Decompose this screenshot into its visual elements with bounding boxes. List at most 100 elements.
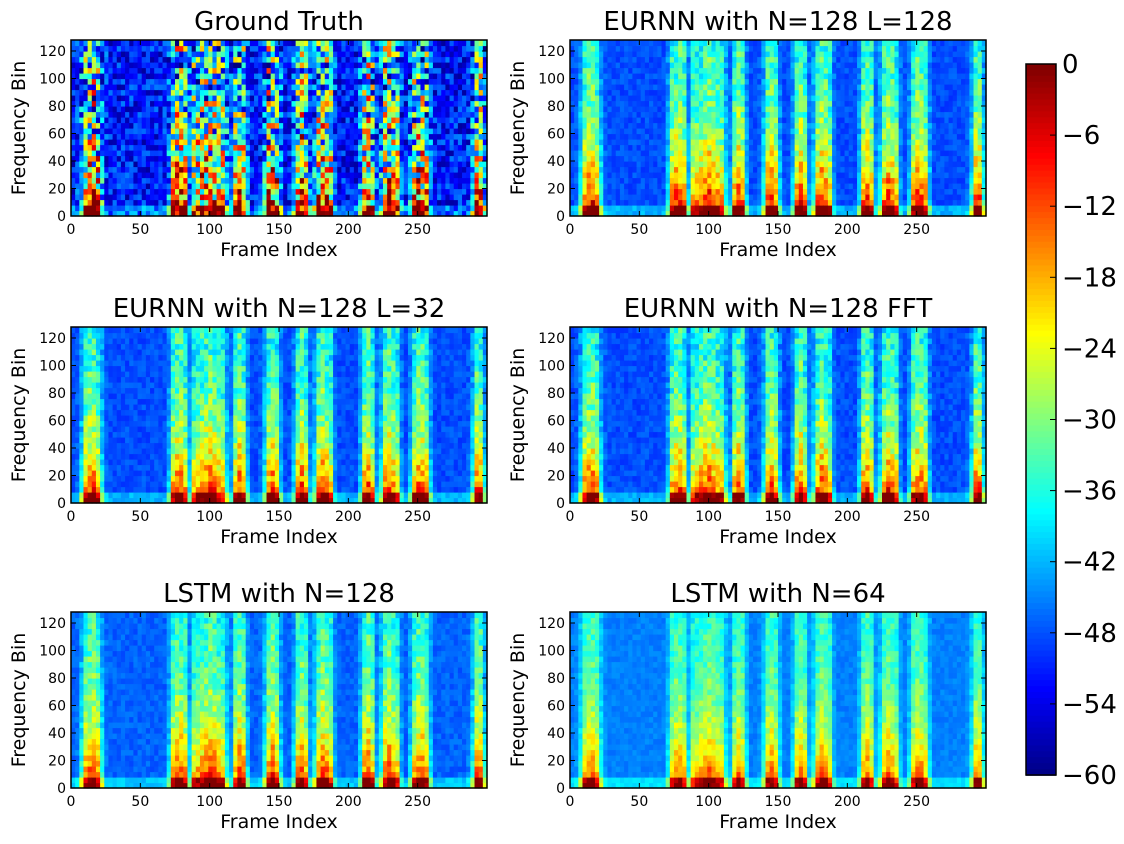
heatmap-cell xyxy=(258,128,263,134)
heatmap-cell xyxy=(129,117,134,123)
heatmap-cell xyxy=(454,183,459,189)
heatmap-cell xyxy=(429,128,434,134)
heatmap-cell xyxy=(416,90,421,96)
heatmap-cell xyxy=(395,183,400,189)
heatmap-cell xyxy=(354,68,359,74)
heatmap-cell xyxy=(246,40,251,46)
heatmap-cell xyxy=(104,145,109,151)
heatmap-cell xyxy=(770,200,775,206)
heatmap-cell xyxy=(329,189,334,195)
heatmap-cell xyxy=(574,117,579,123)
heatmap-cell xyxy=(400,139,405,145)
heatmap-cell xyxy=(582,51,587,57)
heatmap-cell xyxy=(258,134,263,140)
heatmap-cell xyxy=(458,167,463,173)
heatmap-cell xyxy=(212,128,217,134)
heatmap-cell xyxy=(104,79,109,85)
heatmap-cell xyxy=(366,194,371,200)
heatmap-cell xyxy=(237,112,242,118)
heatmap-cell xyxy=(766,117,771,123)
heatmap-cell xyxy=(187,128,192,134)
heatmap-cell xyxy=(711,150,716,156)
heatmap-cell xyxy=(92,117,97,123)
heatmap-cell xyxy=(616,73,621,79)
heatmap-cell xyxy=(279,57,284,63)
heatmap-cell xyxy=(200,172,205,178)
heatmap-cell xyxy=(291,84,296,90)
heatmap-cell xyxy=(674,46,679,52)
heatmap-cell xyxy=(96,172,101,178)
heatmap-cell xyxy=(429,73,434,79)
heatmap-cell xyxy=(408,167,413,173)
heatmap-cell xyxy=(599,150,604,156)
heatmap-cell xyxy=(582,84,587,90)
heatmap-cell xyxy=(670,106,675,112)
heatmap-cell xyxy=(138,84,143,90)
heatmap-cell xyxy=(703,40,708,46)
heatmap-cell xyxy=(167,46,172,52)
heatmap-cell xyxy=(786,46,791,52)
heatmap-cell xyxy=(782,172,787,178)
heatmap-cell xyxy=(582,167,587,173)
heatmap-cell xyxy=(217,145,222,151)
heatmap-cell xyxy=(732,106,737,112)
heatmap-cell xyxy=(258,139,263,145)
heatmap-cell xyxy=(225,205,230,211)
heatmap-cell xyxy=(686,62,691,68)
heatmap-cell xyxy=(761,194,766,200)
heatmap-cell xyxy=(291,139,296,145)
heatmap-cell xyxy=(271,123,276,129)
heatmap-cell xyxy=(425,112,430,118)
heatmap-cell xyxy=(653,139,658,145)
heatmap-cell xyxy=(462,161,467,167)
heatmap-cell xyxy=(142,172,147,178)
heatmap-cell xyxy=(404,84,409,90)
heatmap-cell xyxy=(425,62,430,68)
heatmap-cell xyxy=(753,139,758,145)
heatmap-cell xyxy=(283,95,288,101)
heatmap-cell xyxy=(75,145,80,151)
heatmap-cell xyxy=(578,161,583,167)
heatmap-cell xyxy=(624,183,629,189)
heatmap-cell xyxy=(183,150,188,156)
heatmap-cell xyxy=(653,189,658,195)
heatmap-cell xyxy=(400,167,405,173)
heatmap-cell xyxy=(599,90,604,96)
heatmap-cell xyxy=(233,73,238,79)
heatmap-cell xyxy=(699,194,704,200)
heatmap-cell xyxy=(196,95,201,101)
heatmap-cell xyxy=(437,73,442,79)
heatmap-cell xyxy=(691,134,696,140)
heatmap-cell xyxy=(163,57,168,63)
heatmap-cell xyxy=(670,51,675,57)
heatmap-cell xyxy=(391,101,396,107)
heatmap-cell xyxy=(358,139,363,145)
heatmap-cell xyxy=(358,40,363,46)
heatmap-cell xyxy=(291,46,296,52)
heatmap-cell xyxy=(254,128,259,134)
heatmap-cell xyxy=(229,90,234,96)
heatmap-cell xyxy=(649,167,654,173)
heatmap-cell xyxy=(237,46,242,52)
heatmap-cell xyxy=(146,189,151,195)
heatmap-cell xyxy=(425,161,430,167)
heatmap-cell xyxy=(204,79,209,85)
heatmap-cell xyxy=(420,101,425,107)
heatmap-cell xyxy=(699,46,704,52)
heatmap-cell xyxy=(196,79,201,85)
heatmap-cell xyxy=(113,167,118,173)
heatmap-cell xyxy=(158,150,163,156)
heatmap-cell xyxy=(732,145,737,151)
heatmap-cell xyxy=(92,101,97,107)
heatmap-cell xyxy=(108,62,113,68)
heatmap-cell xyxy=(187,40,192,46)
heatmap-cell xyxy=(183,200,188,206)
heatmap-cell xyxy=(83,101,88,107)
heatmap-cell xyxy=(88,167,93,173)
heatmap-cell xyxy=(795,189,800,195)
x-tick-label: 200 xyxy=(335,222,362,238)
heatmap-cell xyxy=(416,161,421,167)
heatmap-cell xyxy=(258,178,263,184)
heatmap-cell xyxy=(75,167,80,173)
heatmap-cell xyxy=(329,139,334,145)
